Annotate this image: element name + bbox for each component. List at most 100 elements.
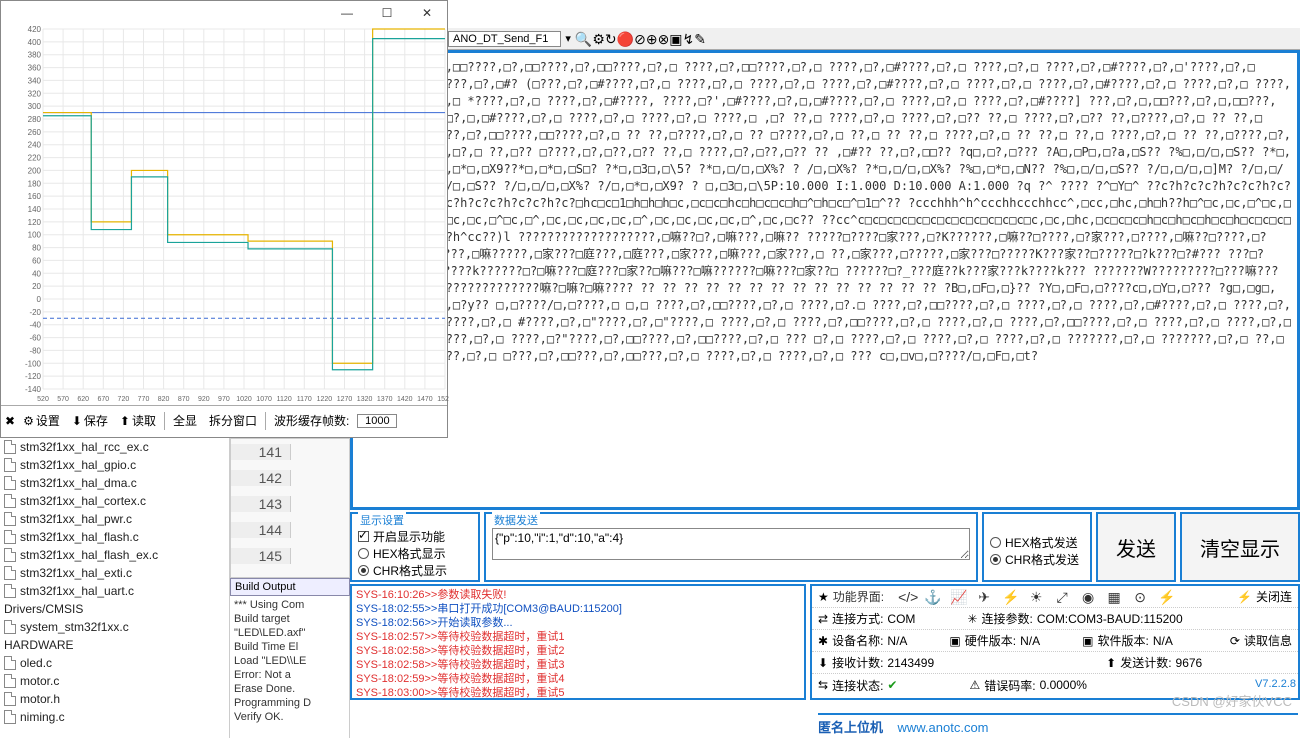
brand-url[interactable]: www.anotc.com	[897, 720, 988, 735]
svg-text:770: 770	[138, 396, 150, 403]
chart-plot[interactable]: -140-120-100-80-60-40-200204060801001201…	[1, 25, 447, 405]
chr-display-radio[interactable]	[358, 565, 369, 576]
tree-item[interactable]: HARDWARE	[4, 636, 229, 654]
tree-item[interactable]: stm32f1xx_hal_exti.c	[4, 564, 229, 582]
hex-send-label: HEX格式发送	[1005, 534, 1078, 551]
status-tab-icon[interactable]: ⚡	[1002, 589, 1018, 605]
status-tab-icon[interactable]: </>	[898, 589, 914, 605]
tree-item[interactable]: motor.h	[4, 690, 229, 708]
status-tab-icon[interactable]: ⚡	[1158, 589, 1174, 605]
build-line: Programming D	[234, 696, 345, 710]
toolbar-icon[interactable]: ⊘	[634, 31, 646, 47]
toolbar-icon[interactable]: ▣	[669, 31, 682, 47]
tree-item-label: stm32f1xx_hal_uart.c	[20, 584, 134, 598]
tree-item[interactable]: stm32f1xx_hal_gpio.c	[4, 456, 229, 474]
status-tab-icon[interactable]: ⤢	[1054, 589, 1070, 605]
split-button[interactable]: 拆分窗口	[205, 410, 261, 431]
tree-item[interactable]: stm32f1xx_hal_rcc_ex.c	[4, 438, 229, 456]
svg-text:970: 970	[218, 396, 230, 403]
hex-send-radio[interactable]	[990, 537, 1001, 548]
showall-button[interactable]: 全显	[169, 410, 201, 431]
tree-item-label: stm32f1xx_hal_gpio.c	[20, 458, 136, 472]
minimize-button[interactable]: —	[327, 1, 367, 25]
svg-text:1370: 1370	[377, 396, 393, 403]
toolbar-icon[interactable]: ⊕	[646, 31, 658, 47]
send-input[interactable]: {"p":10,"i":1,"d":10,"a":4}	[492, 528, 970, 560]
function-combo[interactable]: ANO_DT_Send_F1	[448, 31, 561, 47]
send-button[interactable]: 发送	[1096, 512, 1176, 582]
svg-text:920: 920	[198, 396, 210, 403]
tree-item[interactable]: stm32f1xx_hal_cortex.c	[4, 492, 229, 510]
build-line: "LED\LED.axf"	[234, 626, 345, 640]
send-format-group: HEX格式发送 CHR格式发送	[982, 512, 1092, 582]
maximize-button[interactable]: ☐	[367, 1, 407, 25]
svg-text:280: 280	[28, 115, 42, 124]
toolbar-icon[interactable]: ⊗	[658, 31, 670, 47]
build-line: Build target	[234, 612, 345, 626]
save-button[interactable]: ⬇保存	[68, 410, 112, 431]
svg-text:100: 100	[28, 231, 42, 240]
tree-item[interactable]: Drivers/CMSIS	[4, 600, 229, 618]
close-button[interactable]: ✕	[407, 1, 447, 25]
file-icon	[4, 476, 16, 490]
svg-text:40: 40	[32, 269, 41, 278]
svg-text:420: 420	[28, 25, 42, 34]
clear-display-button[interactable]: 清空显示	[1180, 512, 1300, 582]
svg-text:-60: -60	[29, 334, 41, 343]
tree-item-label: motor.h	[20, 692, 60, 706]
tree-item-label: stm32f1xx_hal_pwr.c	[20, 512, 132, 526]
file-tree[interactable]: stm32f1xx_hal_rcc_ex.c stm32f1xx_hal_gpio…	[0, 438, 230, 738]
svg-text:220: 220	[28, 154, 42, 163]
file-icon	[4, 584, 16, 598]
svg-text:300: 300	[28, 102, 42, 111]
tree-item[interactable]: stm32f1xx_hal_pwr.c	[4, 510, 229, 528]
hex-display-radio[interactable]	[358, 548, 369, 559]
status-tab-icon[interactable]: ▦	[1106, 589, 1122, 605]
sample-input[interactable]	[357, 414, 397, 428]
editor-gutter: 141142143144145	[230, 438, 350, 578]
tree-item-label: stm32f1xx_hal_flash.c	[20, 530, 139, 544]
tree-item-label: Drivers/CMSIS	[4, 602, 83, 616]
close-conn-button[interactable]: 关闭连	[1256, 588, 1292, 605]
svg-text:720: 720	[118, 396, 130, 403]
tree-item[interactable]: motor.c	[4, 672, 229, 690]
syslog-line: SYS-18:03:00>>等待校验数据超时，重试5	[356, 686, 800, 700]
tree-item[interactable]: stm32f1xx_hal_uart.c	[4, 582, 229, 600]
build-output-header[interactable]: Build Output	[230, 578, 350, 596]
load-button[interactable]: ⬆读取	[116, 410, 160, 431]
file-icon	[4, 512, 16, 526]
conn-param-value: COM:COM3-BAUD:115200	[1037, 612, 1183, 626]
status-tab-icon[interactable]: 📈	[950, 589, 966, 605]
tree-item-label: stm32f1xx_hal_dma.c	[20, 476, 137, 490]
toolbar-icon[interactable]: 🔴	[617, 31, 634, 47]
toolbar-icon[interactable]: ↻	[605, 31, 617, 47]
status-tab-icon[interactable]: ⚓	[924, 589, 940, 605]
svg-text:1470: 1470	[417, 396, 433, 403]
toolbar-icon[interactable]: 🔍	[575, 31, 592, 47]
sample-label: 波形缓存帧数:	[270, 410, 353, 431]
tree-item[interactable]: oled.c	[4, 654, 229, 672]
svg-text:180: 180	[28, 179, 42, 188]
sw-ver-label: 软件版本:	[1097, 632, 1148, 649]
enable-display-checkbox[interactable]	[358, 531, 369, 542]
toolbar-icon[interactable]: ⚙	[592, 31, 605, 47]
toolbar-icon[interactable]: ✎	[694, 31, 706, 47]
tree-item[interactable]: niming.c	[4, 708, 229, 726]
tree-item[interactable]: stm32f1xx_hal_dma.c	[4, 474, 229, 492]
file-icon	[4, 530, 16, 544]
toolbar-icon[interactable]: ↯	[683, 31, 695, 47]
status-tab-icon[interactable]: ✈	[976, 589, 992, 605]
tree-item[interactable]: system_stm32f1xx.c	[4, 618, 229, 636]
settings-button[interactable]: ⚙设置	[19, 410, 64, 431]
system-log[interactable]: SYS-16:10:26>>参数读取失败!SYS-18:02:55>>串口打开成…	[350, 584, 806, 700]
tree-item[interactable]: stm32f1xx_hal_flash_ex.c	[4, 546, 229, 564]
read-info-button[interactable]: 读取信息	[1244, 632, 1292, 649]
receive-text-area[interactable]: □?,□□m???,□?,□□????,□?,□□????,□?,□□????,…	[350, 50, 1300, 510]
status-tab-icon[interactable]: ◉	[1080, 589, 1096, 605]
status-tab-icon[interactable]: ☀	[1028, 589, 1044, 605]
tree-item[interactable]: stm32f1xx_hal_flash.c	[4, 528, 229, 546]
tree-item-label: oled.c	[20, 656, 52, 670]
chr-send-radio[interactable]	[990, 554, 1001, 565]
tree-item-label: system_stm32f1xx.c	[20, 620, 129, 634]
status-tab-icon[interactable]: ⊙	[1132, 589, 1148, 605]
